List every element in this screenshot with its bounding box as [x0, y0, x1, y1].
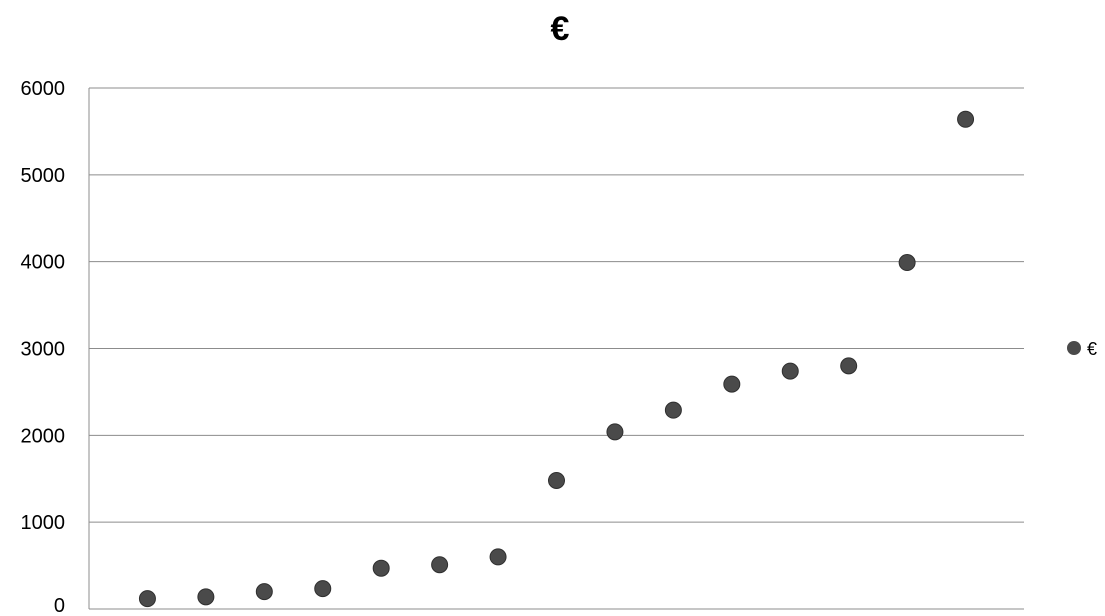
y-tick-label: 3000	[21, 339, 66, 361]
data-point	[723, 375, 741, 393]
data-point	[489, 548, 507, 566]
data-point	[255, 583, 273, 601]
y-tick-label: 6000	[21, 78, 66, 100]
y-tick-label: 2000	[21, 425, 66, 447]
data-points	[138, 110, 975, 608]
y-tick-label: 0	[54, 595, 65, 616]
legend-marker	[1067, 341, 1081, 355]
gridlines	[89, 87, 1024, 610]
data-point	[548, 471, 565, 489]
data-point	[314, 580, 332, 598]
data-point	[898, 254, 916, 272]
data-point	[957, 110, 975, 128]
y-tick-label: 1000	[21, 512, 66, 534]
data-point	[197, 588, 215, 606]
y-tick-label: 4000	[21, 252, 66, 274]
data-point	[372, 559, 390, 577]
legend: €	[1067, 339, 1097, 359]
data-point	[781, 362, 799, 380]
legend-label: €	[1087, 339, 1097, 359]
data-point	[431, 556, 449, 574]
data-point	[606, 423, 624, 441]
data-point	[664, 401, 682, 419]
y-tick-label: 5000	[21, 165, 66, 187]
data-point	[840, 357, 858, 375]
y-axis-tick-labels: 0 1000 2000 3000 4000 5000 6000	[21, 78, 66, 616]
data-point	[138, 590, 156, 608]
chart-title: €	[551, 10, 570, 48]
